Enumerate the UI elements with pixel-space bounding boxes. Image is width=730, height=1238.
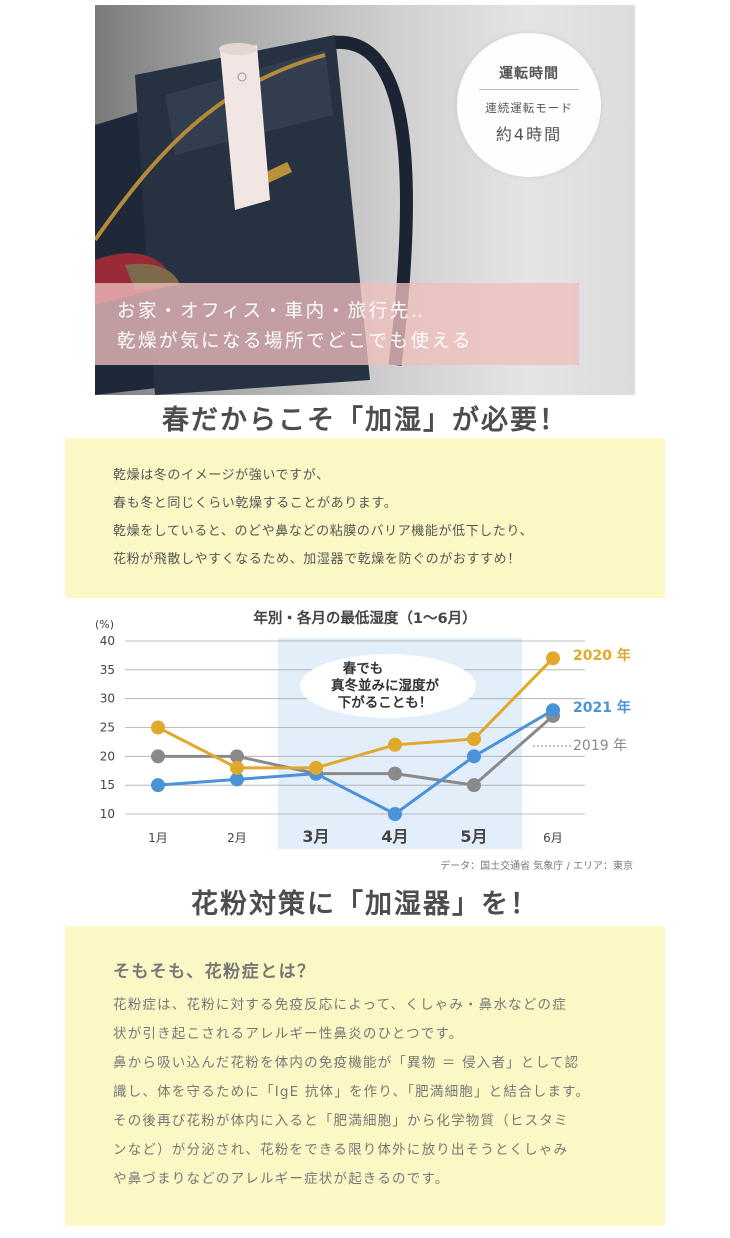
overlay-line-2: 乾燥が気になる場所でどこでも使える (117, 331, 473, 352)
info-box-pollen: そもそも、花粉症とは？ 花粉症は、花粉に対する免疫反応によって、くしゃみ・鼻水な… (65, 926, 665, 1226)
chart-y-tick-label: 30 (100, 692, 115, 706)
badge-mode: 連続運転モード (485, 101, 573, 115)
section-heading-humidify: 春だからこそ「加湿」が必要！ (162, 405, 568, 436)
chart-annotation-bubble (300, 654, 476, 718)
bag-zipper (95, 53, 326, 242)
chart-annotation-text: 春でも (342, 660, 384, 677)
chart-data-point (151, 720, 165, 735)
chart-plot: 10 15 20 25 30 35 40 1月 2月 3月 4月 5月 6月 春でも真冬並みに湿度が下がる… (100, 634, 631, 849)
hero-photo: 運転時間 連続運転モード 約4時間 お家・オフィス・車内・旅行先‥ 乾燥が気にな… (95, 5, 635, 395)
chart-x-tick-label: 2月 (227, 831, 247, 845)
humidifier-device (220, 45, 270, 210)
chart-x-tick-label: 5月 (460, 827, 487, 846)
chart-y-tick-label: 40 (100, 634, 115, 648)
chart-y-unit: (%) (95, 618, 115, 631)
paragraph-line: 花粉症は、花粉に対する免疫反応によって、くしゃみ・鼻水などの症 (113, 997, 567, 1013)
chart-y-tick-label: 20 (100, 749, 115, 763)
pollen-subheading: そもそも、花粉症とは？ (113, 962, 316, 982)
chart-data-point (151, 778, 165, 793)
chart-x-tick-label: 3月 (302, 827, 329, 846)
badge-value: 約4時間 (495, 125, 563, 144)
paragraph-line: 鼻から吸い込んだ花粉を体内の免疫機能が「異物 ＝ 侵入者」として認 (113, 1055, 580, 1071)
chart-y-tick-label: 15 (100, 778, 115, 792)
badge-title: 運転時間 (499, 66, 559, 82)
bag-strap (318, 35, 413, 366)
chart-data-point (388, 807, 402, 821)
paragraph-line: 状が引き起こされるアレルギー性鼻炎のひとつです。 (113, 1026, 464, 1042)
chart-x-tick-label: 4月 (381, 827, 408, 846)
chart-annotation-text: 下がることも！ (338, 694, 433, 711)
paragraph-line: 花粉が飛散しやすくなるため、加湿器で乾燥を防ぐのがおすすめ！ (113, 552, 521, 567)
chart-data-point (151, 749, 165, 764)
chart-source: データ：国土交通省 気象庁 / エリア：東京 (440, 861, 633, 872)
info-box-dryness: 乾燥は冬のイメージが強いですが、 春も冬と同じくらい乾燥することがあります。 乾… (65, 438, 665, 598)
chart-data-point (467, 778, 481, 793)
usage-caption-overlay: お家・オフィス・車内・旅行先‥ 乾燥が気になる場所でどこでも使える (95, 283, 579, 365)
chart-y-tick-label: 35 (100, 663, 115, 677)
humidity-chart: 年別・各月の最低湿度（1～6月） (%) 10 15 20 25 30 35 40 1月 2月 3… (85, 604, 645, 876)
chart-data-point (230, 760, 244, 775)
paragraph-line: 乾燥は冬のイメージが強いですが、 (113, 468, 330, 483)
chart-series-line (158, 714, 554, 787)
humidifier-button-icon (237, 72, 247, 82)
chart-title: 年別・各月の最低湿度（1～6月） (253, 611, 477, 627)
chart-data-point (388, 737, 402, 752)
chart-data-point (388, 766, 402, 781)
paragraph-line: 乾燥をしていると、のどや鼻などの粘膜のバリア機能が低下したり、 (113, 524, 534, 539)
chart-data-point (309, 760, 323, 775)
chart-data-point (230, 749, 244, 764)
humidifier-top (219, 43, 257, 55)
section-heading-pollen: 花粉対策に「加湿器」を！ (191, 889, 539, 920)
paragraph-line: や鼻づまりなどのアレルギー症状が起きるのです。 (113, 1171, 450, 1187)
chart-data-point (230, 772, 244, 787)
paragraph-line: その後再び花粉が体内に入ると「肥満細胞」から化学物質（ヒスタミ (113, 1113, 569, 1129)
chart-data-point (467, 732, 481, 747)
paragraph-line: 春も冬と同じくらい乾燥することがあります。 (113, 496, 398, 511)
chart-annotation-text: 真冬並みに湿度が (331, 677, 439, 694)
badge-divider (479, 89, 579, 90)
chart-data-point (546, 703, 560, 718)
chart-data-point (546, 651, 560, 666)
chart-series-label: 2021 年 (573, 699, 631, 716)
chart-x-tick-label: 6月 (543, 831, 563, 845)
overlay-line-1: お家・オフィス・車内・旅行先‥ (117, 301, 426, 322)
chart-series-line (157, 708, 554, 816)
chart-data-point (467, 749, 481, 764)
chart-y-tick-label: 25 (100, 721, 115, 735)
paragraph-line: 識し、体を守るために「IgE 抗体」を作り、「肥満細胞」と結合します。 (113, 1084, 591, 1100)
paragraph-line: ンなど）が分泌され、花粉をできる限り体外に放り出そうとくしゃみ (113, 1142, 569, 1158)
chart-y-tick-label: 10 (100, 807, 115, 821)
chart-series-label: 2020 年 (573, 647, 631, 664)
chart-series-line (157, 657, 555, 770)
chart-series-label: 2019 年 (573, 738, 627, 754)
operating-time-badge: 運転時間 連続運転モード 約4時間 (457, 33, 601, 177)
chart-x-tick-label: 1月 (148, 831, 168, 845)
